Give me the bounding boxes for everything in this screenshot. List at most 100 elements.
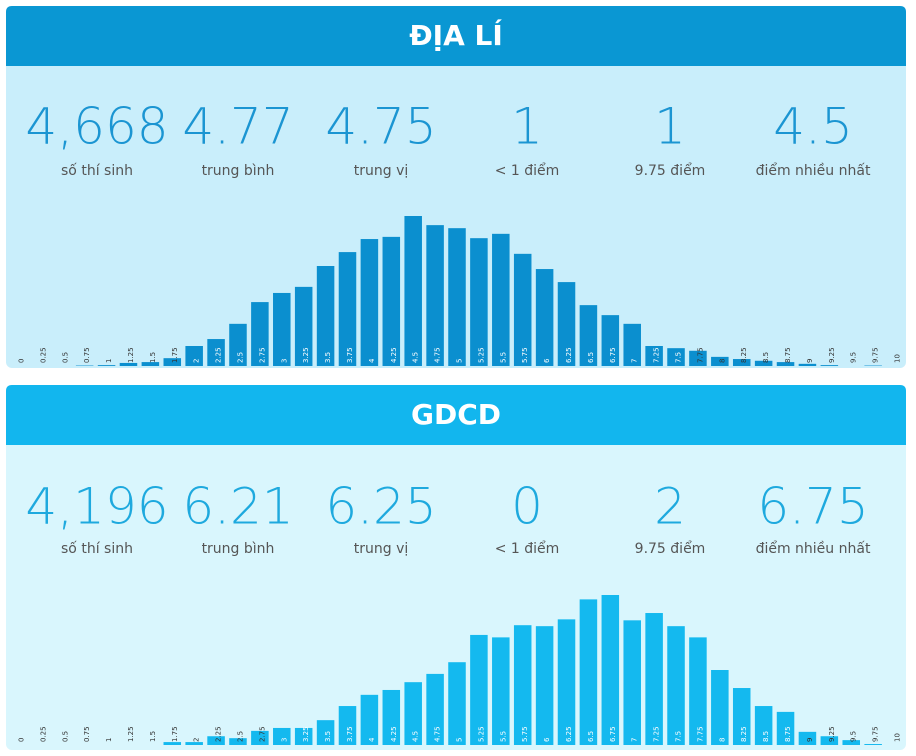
stat-label: trung vị <box>354 163 409 179</box>
bar-label: 8 <box>718 359 726 363</box>
bar <box>316 720 335 745</box>
bar-label: 5.25 <box>477 347 485 363</box>
bar <box>404 216 422 366</box>
panel-title: GDCD <box>411 398 501 431</box>
stat-label: điểm nhiều nhất <box>756 162 871 179</box>
bar-label: 6.5 <box>587 731 595 742</box>
bar-label: 0 <box>17 359 25 363</box>
bar <box>448 662 466 745</box>
bar-label: 3.25 <box>302 726 310 742</box>
bar <box>338 252 357 366</box>
bar-label: 8.5 <box>762 731 770 742</box>
bar-label: 7 <box>631 738 639 742</box>
bar <box>163 742 182 745</box>
bar-label: 9 <box>806 738 814 742</box>
bar-label: 2.75 <box>258 347 266 363</box>
bar <box>229 738 247 745</box>
stat-value: 1 <box>511 98 543 156</box>
bar <box>623 323 641 366</box>
bar <box>294 727 313 745</box>
stat-label: trung bình <box>202 541 275 557</box>
bar-label: 5.75 <box>521 347 529 363</box>
bar-label: 8.25 <box>740 347 748 363</box>
bar-label: 8 <box>718 738 726 742</box>
stat-value: 1 <box>654 98 686 156</box>
bar-label: 9 <box>806 359 814 363</box>
bar-label: 5.5 <box>499 352 507 363</box>
bar <box>579 305 598 366</box>
bar-label: 3.75 <box>346 347 354 363</box>
bar-label: 2 <box>193 738 201 742</box>
bar <box>316 266 335 366</box>
bar-label: 3 <box>280 359 288 363</box>
bar-label: 10 <box>894 354 902 363</box>
bar-label: 2 <box>193 359 201 363</box>
bar-label: 8.75 <box>784 347 792 363</box>
bar <box>579 599 598 745</box>
bar-label: 4.25 <box>390 347 398 363</box>
bar-label: 0.75 <box>83 726 91 742</box>
stat-value: 6.21 <box>182 478 293 536</box>
stat-label: số thí sinh <box>61 540 133 557</box>
bar-label: 5.5 <box>499 731 507 742</box>
bar-label: 9.75 <box>872 726 880 742</box>
bar-label: 6.75 <box>609 347 617 363</box>
bar <box>535 269 554 366</box>
bar-label: 9.5 <box>850 352 858 363</box>
bar-label: 9.75 <box>872 347 880 363</box>
bar-label: 1.5 <box>149 731 157 742</box>
bar-label: 0.25 <box>39 726 47 742</box>
bar-label: 7.75 <box>696 347 704 363</box>
bar-label: 2.25 <box>215 347 223 363</box>
stat-label: điểm nhiều nhất <box>756 540 871 557</box>
bar-label: 6.75 <box>609 726 617 742</box>
bar <box>776 362 795 366</box>
bar <box>141 362 160 366</box>
bar-label: 0.25 <box>39 347 47 363</box>
bar-label: 6.5 <box>587 352 595 363</box>
bar-label: 1.5 <box>149 352 157 363</box>
bar-label: 5 <box>456 738 464 742</box>
bar <box>97 365 116 366</box>
bar <box>623 620 641 745</box>
panel-title: ĐỊA LÍ <box>409 18 503 52</box>
bar <box>557 282 576 366</box>
bar-label: 4.75 <box>434 347 442 363</box>
stat-label: < 1 điểm <box>495 162 560 179</box>
bar <box>798 363 817 366</box>
bar <box>711 670 729 745</box>
bar-label: 4.5 <box>412 352 420 363</box>
bar <box>470 238 488 366</box>
bar <box>732 688 751 745</box>
bar <box>185 742 203 745</box>
bar <box>229 323 247 366</box>
bar <box>601 315 620 366</box>
bar-label: 3.5 <box>324 352 332 363</box>
bar-label: 10 <box>894 733 902 742</box>
bar-label: 6 <box>543 737 551 742</box>
bar-label: 7.25 <box>653 347 661 363</box>
bar-label: 9.25 <box>828 726 836 742</box>
bar <box>535 626 554 745</box>
bar-label: 1.75 <box>171 347 179 363</box>
bar <box>448 228 466 366</box>
bar-label: 7.5 <box>675 731 683 742</box>
bar <box>513 625 532 745</box>
bar <box>492 233 510 366</box>
stat-value: 4.75 <box>325 98 436 156</box>
bar-label: 5 <box>456 359 464 363</box>
bar-label: 6.25 <box>565 726 573 742</box>
stat-value: 4.77 <box>182 98 293 156</box>
bar <box>842 740 861 745</box>
bar <box>273 727 291 745</box>
bar-label: 0.5 <box>61 731 69 742</box>
stat-label: trung vị <box>354 541 409 557</box>
bar-label: 1.75 <box>171 726 179 742</box>
bar <box>645 613 663 745</box>
bar <box>382 689 401 745</box>
bar <box>776 711 795 745</box>
bar <box>251 302 269 366</box>
bar-label: 2.5 <box>236 352 244 363</box>
bar-label: 9.5 <box>850 731 858 742</box>
panel: ĐỊA LÍ 4,668 số thí sinh 4.77 trung bình 4.75… <box>6 6 906 368</box>
